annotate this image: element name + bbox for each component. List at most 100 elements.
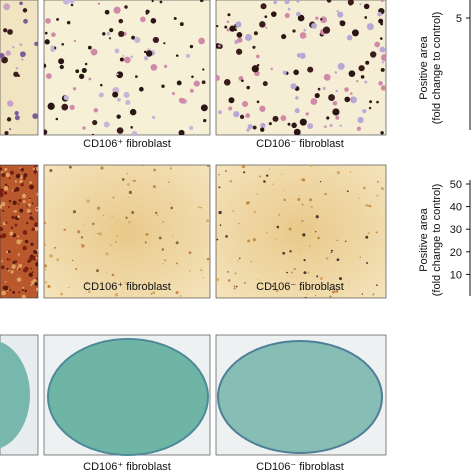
stain: [7, 205, 10, 208]
stain: [56, 17, 59, 21]
stain: [315, 294, 317, 297]
stain: [199, 0, 204, 3]
stain: [3, 285, 9, 291]
stain: [265, 231, 268, 234]
tissue: [47, 338, 209, 456]
stain: [21, 294, 26, 298]
stain: [151, 115, 156, 120]
stain: [272, 183, 274, 185]
stain: [22, 286, 25, 289]
stain: [14, 223, 18, 227]
stain: [145, 232, 149, 236]
stain: [33, 169, 38, 174]
stain: [236, 48, 243, 55]
stain: [294, 108, 300, 114]
stain: [329, 123, 333, 127]
stain: [19, 208, 24, 213]
stain: [145, 12, 149, 15]
stain: [339, 20, 346, 27]
stain: [189, 125, 194, 131]
stain: [357, 197, 360, 200]
stain: [310, 98, 318, 105]
stain: [262, 81, 268, 87]
stain: [23, 178, 26, 181]
stain: [330, 251, 332, 254]
stain: [284, 0, 290, 5]
stain: [243, 171, 246, 174]
stain: [276, 225, 280, 229]
stain: [363, 3, 370, 10]
tick-label: 50: [450, 179, 462, 191]
caption: CD106⁻ fibroblast: [256, 138, 344, 150]
stain: [128, 190, 133, 195]
tick-label: 5: [456, 13, 462, 25]
stain: [1, 260, 4, 262]
stain: [11, 215, 15, 220]
stain: [0, 188, 3, 192]
stain: [36, 192, 38, 196]
stain: [366, 23, 374, 31]
stain: [241, 79, 244, 83]
y-axis-label: Positive area: [418, 35, 430, 99]
stain: [98, 232, 102, 236]
stain: [106, 272, 108, 274]
stain: [97, 232, 99, 235]
caption: CD106⁺ fibroblast: [83, 461, 171, 473]
stain: [317, 87, 321, 91]
stain: [229, 25, 236, 32]
stain: [281, 173, 283, 175]
stain: [1, 233, 7, 239]
stain: [109, 244, 112, 247]
stain: [332, 100, 338, 106]
stain: [290, 271, 293, 274]
stain: [229, 179, 233, 183]
stain: [351, 29, 359, 37]
stain: [20, 183, 24, 187]
stain: [47, 102, 55, 110]
stain: [200, 206, 202, 209]
stain: [359, 256, 362, 259]
stain: [88, 77, 92, 81]
stain: [336, 258, 340, 262]
stain: [22, 245, 27, 251]
stain: [339, 124, 342, 127]
stain: [21, 193, 27, 199]
stain: [252, 238, 256, 242]
stain: [134, 36, 141, 44]
stain: [325, 256, 329, 260]
stain: [17, 215, 21, 219]
stain: [70, 3, 74, 7]
stain: [18, 198, 22, 203]
stain: [350, 96, 357, 104]
texture: [44, 0, 208, 135]
stain: [175, 262, 179, 265]
stain: [320, 16, 327, 24]
stain: [378, 81, 383, 86]
stain: [28, 198, 31, 201]
stain: [111, 215, 113, 218]
stain: [378, 18, 384, 24]
stain: [281, 33, 287, 40]
stain: [259, 175, 261, 178]
stain: [291, 122, 297, 129]
stain: [150, 297, 152, 298]
stain: [332, 290, 336, 294]
stain: [152, 185, 156, 189]
stain: [246, 128, 250, 132]
stain: [357, 116, 364, 124]
stain: [96, 269, 99, 273]
stain: [103, 121, 110, 128]
stain: [356, 126, 361, 131]
stain: [217, 44, 221, 48]
stain: [283, 189, 286, 191]
stain: [44, 221, 47, 225]
stain: [336, 10, 339, 13]
stain: [366, 262, 369, 264]
stain: [360, 75, 365, 79]
stain: [239, 257, 241, 260]
stain: [282, 70, 287, 75]
stain: [30, 284, 33, 287]
stain: [301, 220, 304, 223]
stain: [162, 262, 164, 265]
stain: [169, 167, 172, 170]
